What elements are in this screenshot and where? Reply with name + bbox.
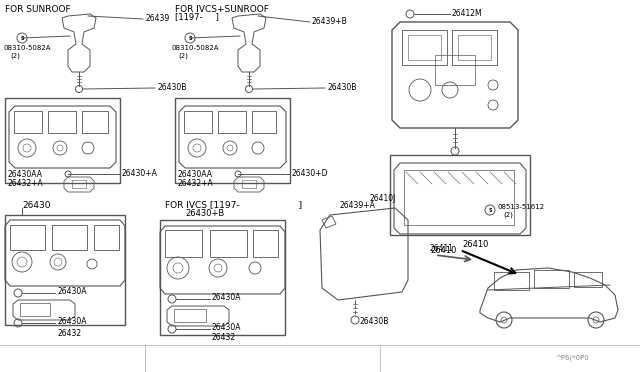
Bar bbox=[534, 270, 569, 288]
Bar bbox=[252, 111, 276, 133]
Text: 26430B: 26430B bbox=[327, 83, 356, 92]
Bar bbox=[82, 111, 108, 133]
Bar bbox=[20, 303, 50, 316]
Text: ^P6(*0P0: ^P6(*0P0 bbox=[555, 355, 589, 361]
Text: 26432+A: 26432+A bbox=[178, 179, 214, 187]
Text: FOR IVCS+SUNROOF: FOR IVCS+SUNROOF bbox=[175, 4, 269, 13]
Text: 26430B: 26430B bbox=[157, 83, 186, 92]
Bar bbox=[10, 225, 45, 250]
Text: 26430+B: 26430+B bbox=[185, 208, 224, 218]
Text: 26430B: 26430B bbox=[360, 317, 389, 327]
Text: ]: ] bbox=[290, 201, 302, 209]
Bar bbox=[5, 98, 120, 183]
Bar bbox=[494, 272, 529, 290]
Text: FOR IVCS [1197-: FOR IVCS [1197- bbox=[165, 201, 239, 209]
Bar bbox=[94, 225, 119, 250]
Text: 26439: 26439 bbox=[145, 13, 169, 22]
Text: 26430A: 26430A bbox=[212, 294, 241, 302]
Text: (2): (2) bbox=[10, 53, 20, 59]
Bar bbox=[5, 215, 125, 325]
Text: 26439+B: 26439+B bbox=[312, 16, 348, 26]
Bar bbox=[402, 30, 447, 65]
Bar bbox=[72, 180, 86, 188]
Bar bbox=[48, 111, 76, 133]
Text: 26432: 26432 bbox=[57, 328, 81, 337]
Text: FOR SUNROOF: FOR SUNROOF bbox=[5, 4, 70, 13]
Bar bbox=[574, 272, 602, 287]
Text: [1197-     ]: [1197- ] bbox=[175, 13, 219, 22]
Bar bbox=[253, 230, 278, 257]
Bar bbox=[408, 35, 441, 60]
Text: 26430AA: 26430AA bbox=[178, 170, 213, 179]
Text: S: S bbox=[20, 35, 24, 41]
Text: 26430A: 26430A bbox=[57, 317, 86, 327]
Text: (2): (2) bbox=[178, 53, 188, 59]
Bar bbox=[52, 225, 87, 250]
Text: 26412M: 26412M bbox=[452, 9, 483, 17]
Bar bbox=[218, 111, 246, 133]
Text: 26430+D: 26430+D bbox=[292, 169, 328, 177]
Text: 26432+A: 26432+A bbox=[8, 179, 44, 187]
Text: 26430: 26430 bbox=[22, 201, 51, 209]
Bar bbox=[458, 35, 491, 60]
Bar bbox=[184, 111, 212, 133]
Bar bbox=[175, 98, 290, 183]
Text: (2): (2) bbox=[503, 212, 513, 218]
Text: 26430A: 26430A bbox=[57, 288, 86, 296]
Bar bbox=[14, 111, 42, 133]
Bar bbox=[165, 230, 202, 257]
Text: 08310-5082A: 08310-5082A bbox=[172, 45, 220, 51]
Text: 26432: 26432 bbox=[212, 334, 236, 343]
Bar bbox=[452, 30, 497, 65]
Text: 26430+A: 26430+A bbox=[122, 169, 158, 177]
Text: 08310-5082A: 08310-5082A bbox=[4, 45, 51, 51]
Text: 26410: 26410 bbox=[462, 240, 488, 248]
Bar bbox=[435, 55, 475, 85]
Text: 08513-51612: 08513-51612 bbox=[497, 204, 544, 210]
Bar bbox=[404, 170, 514, 225]
Text: 26410: 26410 bbox=[430, 246, 456, 254]
Bar bbox=[174, 309, 206, 322]
Text: 26411: 26411 bbox=[430, 244, 454, 253]
Bar bbox=[390, 155, 530, 235]
Text: S: S bbox=[488, 208, 492, 212]
Bar bbox=[210, 230, 247, 257]
Bar bbox=[160, 220, 285, 335]
Bar bbox=[242, 180, 256, 188]
Text: 26430AA: 26430AA bbox=[8, 170, 43, 179]
Text: 26430A: 26430A bbox=[212, 324, 241, 333]
Text: 26439+A: 26439+A bbox=[340, 201, 376, 209]
Text: S: S bbox=[188, 35, 192, 41]
Text: 26410J: 26410J bbox=[370, 193, 396, 202]
